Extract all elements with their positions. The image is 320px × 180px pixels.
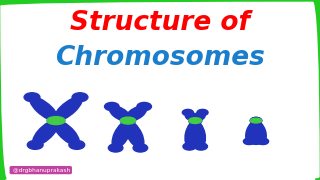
Ellipse shape bbox=[30, 97, 58, 121]
Ellipse shape bbox=[33, 120, 59, 145]
Ellipse shape bbox=[109, 106, 130, 121]
Ellipse shape bbox=[112, 121, 132, 148]
Ellipse shape bbox=[185, 121, 200, 147]
Ellipse shape bbox=[48, 116, 64, 125]
Ellipse shape bbox=[249, 138, 263, 144]
Ellipse shape bbox=[189, 117, 202, 124]
Ellipse shape bbox=[190, 118, 201, 124]
Ellipse shape bbox=[252, 121, 266, 141]
Ellipse shape bbox=[250, 118, 262, 123]
Ellipse shape bbox=[121, 116, 135, 125]
Ellipse shape bbox=[182, 109, 193, 116]
Ellipse shape bbox=[137, 102, 151, 111]
Ellipse shape bbox=[133, 144, 148, 152]
Ellipse shape bbox=[121, 116, 135, 125]
Ellipse shape bbox=[72, 93, 88, 102]
Ellipse shape bbox=[258, 138, 268, 144]
Ellipse shape bbox=[108, 144, 123, 152]
Ellipse shape bbox=[189, 117, 202, 124]
Ellipse shape bbox=[244, 138, 255, 145]
Ellipse shape bbox=[191, 121, 205, 147]
Ellipse shape bbox=[197, 109, 208, 116]
Ellipse shape bbox=[48, 116, 64, 125]
Ellipse shape bbox=[183, 143, 196, 150]
Ellipse shape bbox=[195, 143, 207, 150]
Ellipse shape bbox=[250, 117, 262, 124]
Ellipse shape bbox=[250, 117, 262, 124]
Ellipse shape bbox=[126, 106, 147, 121]
Ellipse shape bbox=[27, 140, 43, 149]
Ellipse shape bbox=[246, 121, 260, 141]
Ellipse shape bbox=[124, 121, 144, 148]
Ellipse shape bbox=[105, 102, 119, 111]
Ellipse shape bbox=[121, 116, 135, 125]
Ellipse shape bbox=[121, 116, 135, 125]
Text: Chromosomes: Chromosomes bbox=[55, 45, 265, 71]
Ellipse shape bbox=[244, 138, 254, 144]
Ellipse shape bbox=[48, 116, 64, 125]
Text: Structure of: Structure of bbox=[70, 10, 250, 36]
Ellipse shape bbox=[257, 138, 268, 145]
Ellipse shape bbox=[190, 118, 201, 124]
Ellipse shape bbox=[189, 118, 202, 123]
Ellipse shape bbox=[193, 112, 205, 121]
Ellipse shape bbox=[120, 117, 136, 124]
Ellipse shape bbox=[47, 117, 65, 125]
Ellipse shape bbox=[53, 120, 79, 145]
Ellipse shape bbox=[185, 112, 198, 121]
Ellipse shape bbox=[48, 116, 64, 125]
Text: @drgbhanuprakash: @drgbhanuprakash bbox=[11, 168, 70, 173]
Ellipse shape bbox=[69, 140, 85, 149]
Ellipse shape bbox=[24, 93, 40, 102]
Ellipse shape bbox=[54, 97, 82, 121]
